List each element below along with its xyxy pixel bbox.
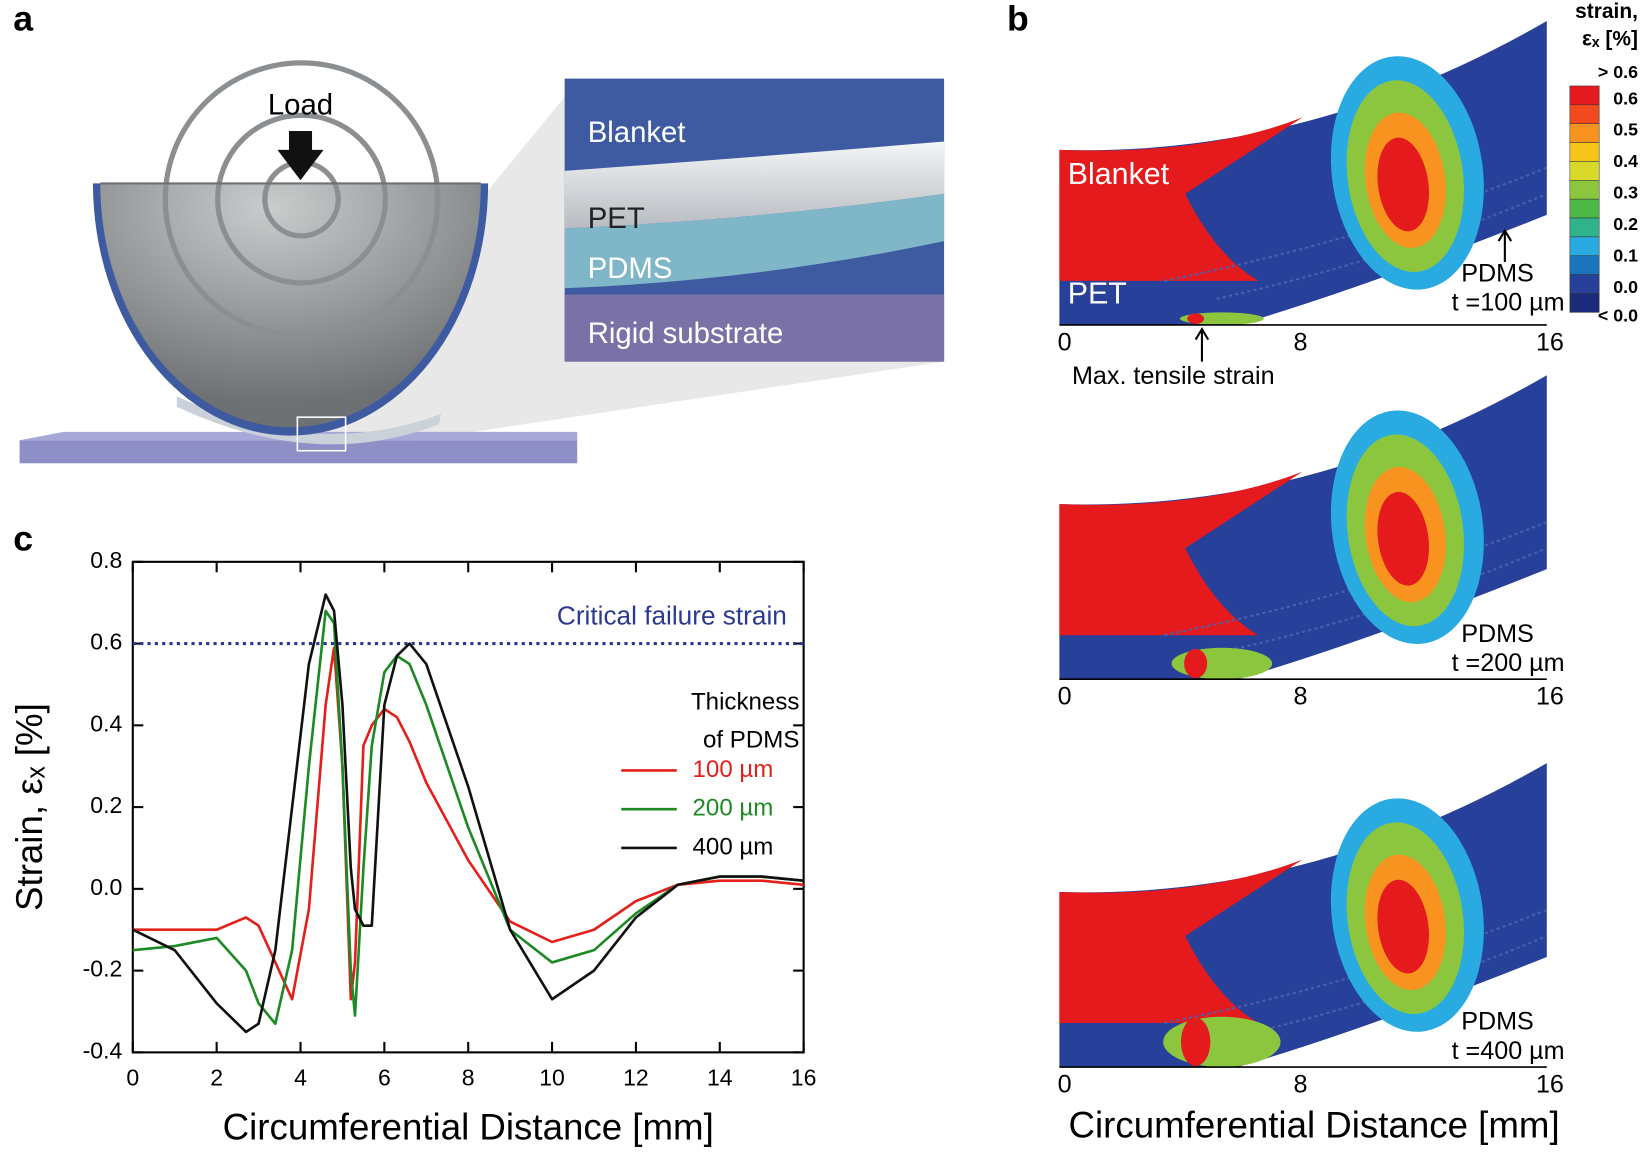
layer-label: Rigid substrate	[588, 317, 784, 350]
legend-label: 100 µm	[693, 756, 774, 783]
x-tick-label: 0	[1058, 328, 1072, 356]
contour-region	[1059, 859, 1303, 1024]
colorbar-swatch	[1569, 217, 1600, 238]
colorbar-label: 0.0	[1613, 277, 1638, 297]
colorbar-swatch	[1569, 236, 1600, 257]
y-tick-label: -0.4	[83, 1037, 123, 1063]
contour-region	[1180, 1017, 1211, 1067]
y-tick-label: 0.6	[90, 629, 122, 655]
x-tick-label: 12	[623, 1065, 649, 1091]
layer-label: PET	[588, 202, 645, 235]
colorbar-label: 0.3	[1613, 183, 1638, 203]
series-line	[132, 609, 804, 1026]
legend-label: 400 µm	[693, 833, 774, 860]
layer-label: PDMS	[588, 252, 673, 285]
colorbar-label: > 0.6	[1598, 62, 1638, 82]
layer-label: Blanket	[588, 116, 686, 149]
plot-label: t =100 µm	[1452, 289, 1565, 317]
x-tick-label: 16	[1536, 683, 1564, 711]
contour-region	[1059, 117, 1303, 281]
series-line	[132, 646, 804, 1001]
plot-label: t =200 µm	[1452, 649, 1565, 677]
contour-region	[1059, 471, 1303, 636]
contour-region	[1377, 137, 1429, 232]
schematic: Load Blanket PET PDMS Rigid substrate	[19, 60, 945, 464]
y-tick-label: 0.0	[90, 874, 122, 900]
x-tick-label: 0	[126, 1065, 139, 1091]
colorbar-label: 0.5	[1613, 120, 1638, 140]
x-tick-label: 16	[1536, 1071, 1564, 1099]
x-tick-label: 8	[462, 1065, 475, 1091]
contour-region	[1184, 648, 1208, 679]
x-tick-label: 8	[1293, 328, 1307, 356]
colorbar-swatch	[1569, 180, 1600, 200]
colorbar-label: < 0.0	[1598, 305, 1638, 325]
x-tick-label: 8	[1293, 1071, 1307, 1099]
contour-region	[1377, 491, 1429, 586]
plot-label: t =400 µm	[1452, 1037, 1565, 1065]
colorbar-label: 0.2	[1613, 214, 1638, 234]
arrow	[1497, 228, 1513, 263]
panel-label: a	[13, 0, 34, 38]
plot-label: PDMS	[1461, 259, 1534, 287]
colorbar-swatch	[1569, 142, 1600, 162]
x-tick-label: 0	[1058, 1071, 1072, 1099]
contour-region	[1187, 313, 1205, 324]
colorbar-swatch	[1569, 293, 1600, 313]
x-tick-label: 16	[791, 1065, 817, 1091]
x-tick-label: 8	[1293, 683, 1307, 711]
colorbar-swatch	[1569, 198, 1600, 219]
load-label: Load	[268, 89, 333, 122]
contour-region	[1163, 1016, 1281, 1068]
axis-label: Circumferential Distance [mm]	[1069, 1105, 1560, 1146]
x-tick-label: 10	[539, 1065, 565, 1091]
colorbar-label: 0.4	[1613, 151, 1638, 171]
colorbar-swatch	[1569, 161, 1600, 181]
colorbar-swatch	[1569, 85, 1600, 106]
legend-title: Thickness	[691, 689, 799, 716]
colorbar-swatch	[1569, 255, 1600, 275]
arrow	[1194, 327, 1210, 362]
series-line	[132, 593, 804, 1034]
colorbar-label: 0.1	[1613, 246, 1638, 266]
colorbar-swatch	[1569, 123, 1600, 143]
y-tick-label: -0.2	[83, 956, 123, 982]
legend-label: 200 µm	[693, 795, 774, 822]
colorbar-title: strain,	[1575, 0, 1638, 23]
x-tick-label: 4	[294, 1065, 307, 1091]
colorbar-label: 0.6	[1613, 88, 1638, 108]
annotation: Max. tensile strain	[1072, 362, 1275, 390]
plot-label: PDMS	[1461, 620, 1534, 648]
threshold-label: Critical failure strain	[557, 600, 787, 630]
colorbar-swatch	[1569, 104, 1600, 124]
panel-label: b	[1007, 0, 1029, 38]
y-tick-label: 0.4	[90, 710, 122, 736]
x-tick-label: 0	[1058, 683, 1072, 711]
axis-label: Strain, εₓ [%]	[9, 703, 50, 911]
legend-title: of PDMS	[703, 726, 799, 753]
colorbar-title: εₓ [%]	[1582, 27, 1638, 50]
panel-label: c	[13, 518, 33, 558]
y-tick-label: 0.2	[90, 792, 122, 818]
contour-region	[1377, 879, 1429, 974]
x-tick-label: 6	[378, 1065, 391, 1091]
axis-label: Circumferential Distance [mm]	[223, 1107, 714, 1148]
y-tick-label: 0.8	[90, 547, 122, 573]
region-label: PET	[1068, 277, 1127, 311]
x-tick-label: 14	[707, 1065, 733, 1091]
x-tick-label: 2	[210, 1065, 223, 1091]
plot-label: PDMS	[1461, 1008, 1534, 1036]
region-label: Blanket	[1068, 157, 1170, 191]
colorbar-swatch	[1569, 274, 1600, 294]
x-tick-label: 16	[1536, 328, 1564, 356]
